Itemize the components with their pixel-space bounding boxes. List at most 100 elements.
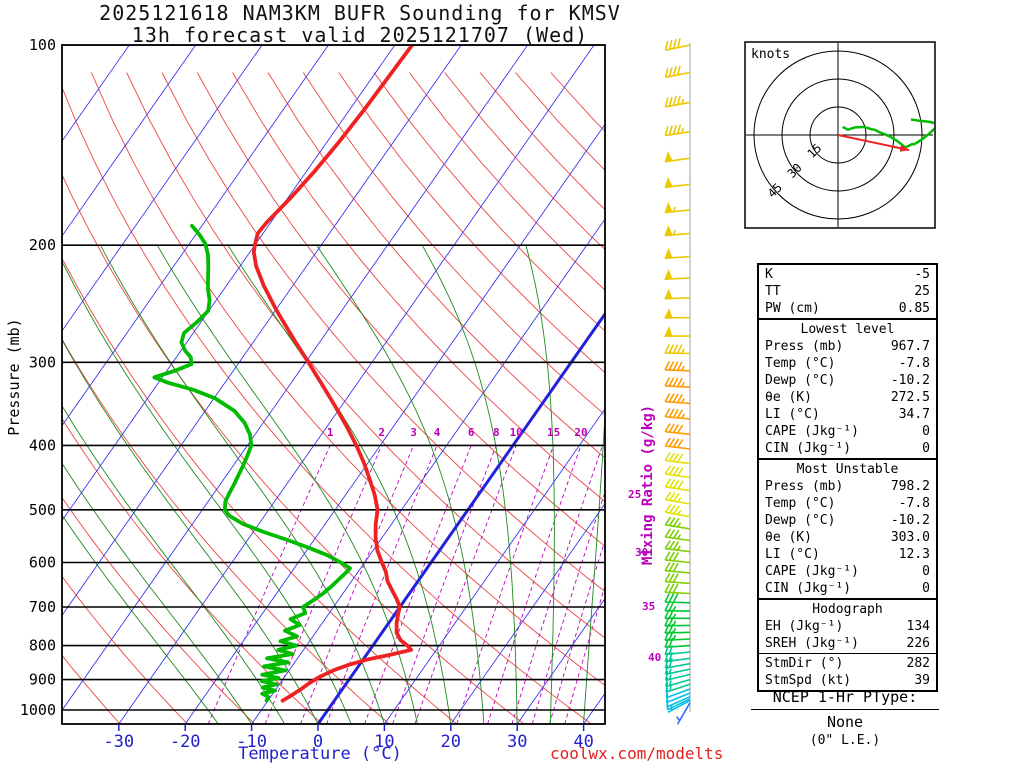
temperature-tick-labels: -30 -20 -10 0 10 20 30 40 [103, 724, 594, 752]
index-value: 0.85 [898, 301, 930, 316]
index-value: 12.3 [898, 547, 930, 562]
mixing-ratio-axis-label: Mixing Ratio (g/kg) [640, 404, 656, 566]
svg-text:25: 25 [628, 488, 641, 501]
table-section: Hodograph EH (Jkg⁻¹) 134 SREH (Jkg⁻¹) 226 Stm… [759, 598, 936, 690]
index-row: TT 25 [759, 283, 936, 300]
index-row: Press (mb) 967.7 [759, 338, 936, 355]
index-row: Temp (°C) -7.8 [759, 495, 936, 512]
svg-text:-30: -30 [103, 732, 134, 752]
index-row: PW (cm) 0.85 [759, 300, 936, 317]
index-value: 967.7 [890, 339, 930, 354]
index-value: 282 [906, 656, 930, 671]
index-label: Temp (°C) [765, 356, 836, 371]
index-value: -7.8 [898, 356, 930, 371]
index-row: EH (Jkg⁻¹) 134 [759, 618, 936, 635]
index-row: θe (K) 303.0 [759, 529, 936, 546]
plot-frame [61, 44, 606, 725]
svg-text:400: 400 [29, 436, 56, 454]
hodograph-trace [842, 118, 934, 149]
table-section: K -5 TT 25 PW (cm) 0.85 [759, 265, 936, 318]
index-label: TT [765, 284, 781, 299]
svg-text:0: 0 [313, 732, 323, 752]
index-label: Dewp (°C) [765, 513, 836, 528]
index-row: CAPE (Jkg⁻¹) 0 [759, 563, 936, 580]
index-row: K -5 [759, 266, 936, 283]
ptype-value: None [826, 713, 864, 731]
svg-text:20: 20 [574, 426, 587, 439]
index-value: 25 [914, 284, 930, 299]
index-label: StmSpd (kt) [765, 673, 852, 688]
index-label: Press (mb) [765, 339, 844, 354]
pressure-tick-labels: 100 200 300 400 500 600 700 800 900 1000 [20, 36, 56, 719]
index-row: Temp (°C) -7.8 [759, 355, 936, 372]
storm-motion-arrow [837, 134, 910, 152]
ptype-panel: NCEP 1-Hr PType: None (0" L.E.) [751, 688, 939, 748]
svg-text:100: 100 [29, 36, 56, 54]
section-header: Most Unstable [796, 462, 899, 477]
svg-text:2: 2 [378, 426, 385, 439]
temperature-trace [251, 45, 415, 703]
svg-text:40: 40 [573, 732, 593, 752]
svg-text:500: 500 [29, 501, 56, 519]
pressure-lines [62, 45, 605, 711]
index-value: 34.7 [898, 407, 930, 422]
index-value: -7.8 [898, 496, 930, 511]
index-value: 0 [922, 441, 930, 456]
index-label: Dewp (°C) [765, 373, 836, 388]
index-row: SREH (Jkg⁻¹) 226 [759, 635, 936, 652]
index-label: LI (°C) [765, 547, 820, 562]
mixing-ratio-right-labels: 25 30 35 40 [628, 488, 661, 664]
index-value: 0 [922, 581, 930, 596]
isotherms [62, 45, 605, 724]
ptype-footnote: (0" L.E.) [809, 733, 881, 748]
index-label: θe (K) [765, 390, 812, 405]
index-value: 0 [922, 424, 930, 439]
chart-subtitle: 13h forecast valid 2025121707 (Wed) [131, 23, 589, 47]
svg-text:800: 800 [29, 637, 56, 655]
svg-text:-20: -20 [170, 732, 201, 752]
indices-table: K -5 TT 25 PW (cm) 0.85 Lowest level Press (mb)… [757, 263, 938, 692]
index-value: 39 [914, 673, 930, 688]
svg-text:10: 10 [510, 426, 523, 439]
dewpoint-trace [152, 223, 352, 703]
index-label: StmDir (°) [765, 656, 844, 671]
index-label: K [765, 267, 773, 282]
index-row: StmDir (°) 282 [759, 655, 936, 672]
section-header: Hodograph [812, 602, 883, 617]
index-label: Press (mb) [765, 479, 844, 494]
svg-text:900: 900 [29, 671, 56, 689]
index-row: LI (°C) 34.7 [759, 406, 936, 423]
section-header: Lowest level [800, 322, 895, 337]
index-value: -10.2 [890, 373, 930, 388]
index-label: CAPE (Jkg⁻¹) [765, 424, 859, 439]
index-label: CIN (Jkg⁻¹) [765, 581, 852, 596]
index-row: Dewp (°C) -10.2 [759, 372, 936, 389]
index-label: EH (Jkg⁻¹) [765, 619, 844, 634]
index-value: 0 [922, 564, 930, 579]
svg-text:1000: 1000 [20, 701, 56, 719]
index-label: Temp (°C) [765, 496, 836, 511]
table-section: Lowest level Press (mb) 967.7 Temp (°C) -7.8… [759, 318, 936, 458]
watermark: coolwx.com/modelts [550, 744, 724, 763]
svg-text:4: 4 [434, 426, 441, 439]
svg-text:10: 10 [374, 732, 394, 752]
temperature-axis-label: Temperature (°C) [238, 744, 402, 764]
svg-text:8: 8 [493, 426, 500, 439]
ptype-label: NCEP 1-Hr PType: [751, 688, 939, 710]
index-value: 303.0 [890, 530, 930, 545]
index-row: StmSpd (kt) 39 [759, 672, 936, 689]
index-value: -10.2 [890, 513, 930, 528]
svg-text:300: 300 [29, 353, 56, 371]
svg-text:30: 30 [507, 732, 527, 752]
index-value: 272.5 [890, 390, 930, 405]
index-label: θe (K) [765, 530, 812, 545]
svg-text:15: 15 [547, 426, 560, 439]
svg-text:-10: -10 [236, 732, 267, 752]
svg-text:6: 6 [468, 426, 475, 439]
table-sub-separator [759, 653, 936, 654]
svg-text:35: 35 [642, 600, 655, 613]
svg-text:700: 700 [29, 598, 56, 616]
chart-title: 2025121618 NAM3KM BUFR Sounding for KMSV [99, 1, 621, 25]
